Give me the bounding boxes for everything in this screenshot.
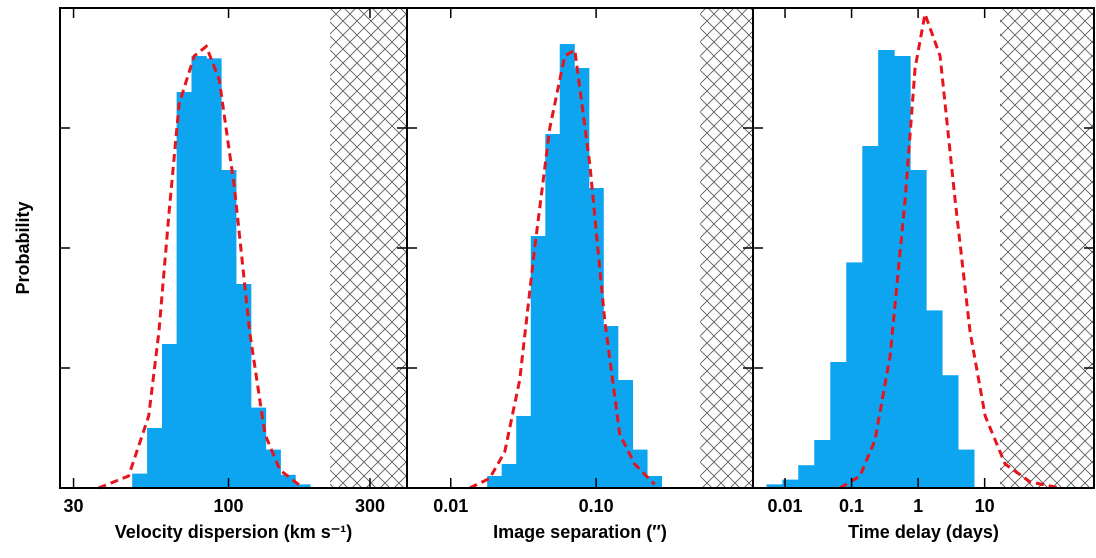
bar <box>559 44 575 488</box>
bar <box>814 440 831 488</box>
bar <box>574 68 590 488</box>
bar <box>516 416 532 488</box>
bar <box>265 449 281 488</box>
bar <box>862 146 879 488</box>
bar <box>830 362 847 488</box>
bar <box>176 92 193 488</box>
bar <box>487 476 503 488</box>
bar <box>501 464 517 488</box>
x-tick-label: 0.01 <box>433 496 468 516</box>
excluded-region <box>330 8 407 488</box>
x-tick-label: 10 <box>975 496 995 516</box>
model-curve <box>97 43 302 490</box>
bar <box>846 262 863 488</box>
x-tick-label: 0.10 <box>579 496 614 516</box>
bar <box>530 236 546 488</box>
x-tick-label: 30 <box>64 496 84 516</box>
bar <box>147 428 163 488</box>
bar <box>632 449 648 488</box>
bar <box>910 170 927 488</box>
bar <box>878 50 895 488</box>
y-axis-label: Probability <box>13 201 33 294</box>
bar <box>782 479 799 488</box>
model-curve <box>469 47 656 490</box>
x-axis-label: Velocity dispersion (km s⁻¹) <box>115 522 353 542</box>
bar <box>161 344 178 488</box>
bar <box>191 56 207 488</box>
x-axis-label: Time delay (days) <box>848 522 999 542</box>
bar <box>235 284 252 488</box>
bar <box>295 484 311 488</box>
bar <box>588 188 604 488</box>
bar <box>926 310 943 488</box>
bar <box>798 465 815 488</box>
bar <box>647 476 663 488</box>
excluded-region <box>999 8 1094 488</box>
x-tick-label: 0.1 <box>839 496 864 516</box>
bar <box>942 375 959 488</box>
bar <box>280 474 296 488</box>
bar <box>617 380 634 488</box>
bar <box>132 473 148 488</box>
bar <box>206 58 222 489</box>
bar <box>766 484 783 488</box>
x-tick-label: 300 <box>355 496 385 516</box>
model-curve <box>839 8 1061 490</box>
x-axis-label: Image separation (″) <box>493 522 667 542</box>
bar <box>894 56 911 488</box>
x-tick-label: 0.01 <box>768 496 803 516</box>
bar <box>250 407 267 488</box>
bar <box>545 134 561 488</box>
bar <box>221 170 237 488</box>
x-tick-label: 100 <box>214 496 244 516</box>
x-tick-label: 1 <box>913 496 923 516</box>
bar <box>603 326 619 488</box>
bar <box>958 449 975 488</box>
